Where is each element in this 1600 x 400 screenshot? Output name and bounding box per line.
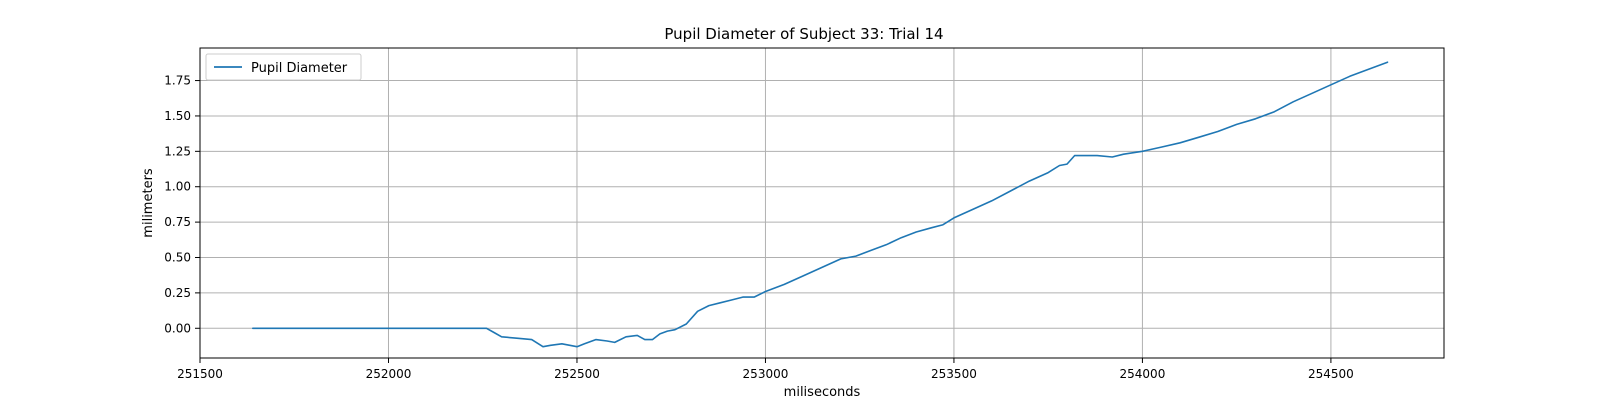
y-tick-label: 0.00 (164, 321, 191, 335)
y-tick-label: 1.75 (164, 74, 191, 88)
x-axis-label: miliseconds (784, 385, 861, 400)
y-tick-label: 0.25 (164, 286, 191, 300)
y-axis: 0.00 0.25 0.50 0.75 1.00 1.25 1.50 1.75 (164, 74, 200, 335)
legend: Pupil Diameter (205, 53, 362, 81)
grid (200, 48, 1444, 358)
x-tick-label: 252500 (554, 367, 600, 381)
x-tick-label: 254000 (1120, 367, 1166, 381)
legend-label-pupil-diameter: Pupil Diameter (251, 61, 348, 76)
x-tick-label: 252000 (366, 367, 412, 381)
y-tick-label: 1.50 (164, 109, 191, 123)
legend-box (205, 53, 362, 81)
series-line-pupil-diameter (252, 61, 1389, 348)
x-axis: 251500 252000 252500 253000 253500 254000 2545… (177, 358, 1354, 381)
x-tick-label: 253000 (743, 367, 789, 381)
y-tick-label: 0.50 (164, 250, 191, 264)
y-tick-label: 0.75 (164, 215, 191, 229)
x-tick-label: 253500 (931, 367, 977, 381)
y-axis-label: milimeters (141, 168, 156, 238)
y-tick-label: 1.00 (164, 180, 191, 194)
x-tick-label: 254500 (1308, 367, 1354, 381)
series-layer (252, 61, 1389, 348)
chart-title: Pupil Diameter of Subject 33: Trial 14 (664, 25, 943, 43)
y-tick-label: 1.25 (164, 144, 191, 158)
plot-area-frame (199, 47, 1445, 359)
x-tick-label: 251500 (177, 367, 223, 381)
